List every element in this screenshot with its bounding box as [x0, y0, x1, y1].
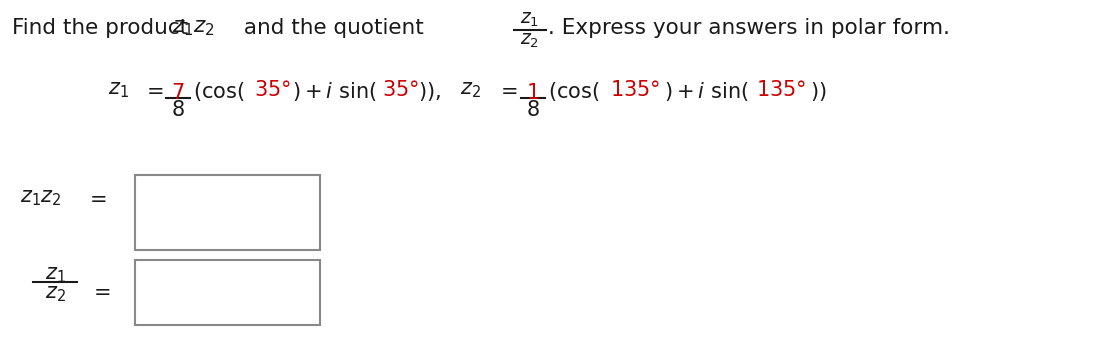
Text: $(\mathrm{cos}($: $(\mathrm{cos}($ — [547, 80, 599, 103]
Text: $))$: $))$ — [810, 80, 826, 103]
Text: $=$: $=$ — [88, 281, 111, 301]
Text: $z_2$: $z_2$ — [521, 31, 540, 50]
Text: $=$: $=$ — [142, 80, 164, 100]
Text: $=$: $=$ — [495, 80, 518, 100]
Text: Find the product: Find the product — [12, 18, 195, 38]
Text: $8$: $8$ — [526, 100, 540, 120]
Text: $35°$: $35°$ — [254, 80, 291, 100]
Text: $z_1$: $z_1$ — [521, 10, 540, 29]
Text: and the quotient: and the quotient — [237, 18, 430, 38]
Bar — [135, 260, 320, 325]
Text: $=$: $=$ — [85, 188, 106, 208]
Text: $z_2$: $z_2$ — [44, 284, 65, 304]
Text: $z_1z_2$: $z_1z_2$ — [173, 18, 215, 38]
Text: $z_2$: $z_2$ — [460, 80, 481, 100]
Text: $z_1$: $z_1$ — [44, 265, 65, 285]
Text: . Express your answers in polar form.: . Express your answers in polar form. — [547, 18, 950, 38]
Text: $135°$: $135°$ — [757, 80, 806, 100]
Text: $)),$: $)),$ — [418, 80, 441, 103]
Bar — [135, 175, 320, 250]
Text: $1$: $1$ — [526, 83, 540, 103]
Text: $) + i\ \mathrm{sin}($: $) + i\ \mathrm{sin}($ — [664, 80, 749, 103]
Text: $35°$: $35°$ — [382, 80, 419, 100]
Text: $) + i\ \mathrm{sin}($: $) + i\ \mathrm{sin}($ — [292, 80, 377, 103]
Text: $7$: $7$ — [171, 83, 185, 103]
Text: $z_1$: $z_1$ — [108, 80, 129, 100]
Text: $(\mathrm{cos}($: $(\mathrm{cos}($ — [194, 80, 244, 103]
Text: $135°$: $135°$ — [611, 80, 660, 100]
Text: $8$: $8$ — [171, 100, 185, 120]
Text: $z_1z_2$: $z_1z_2$ — [20, 188, 62, 208]
